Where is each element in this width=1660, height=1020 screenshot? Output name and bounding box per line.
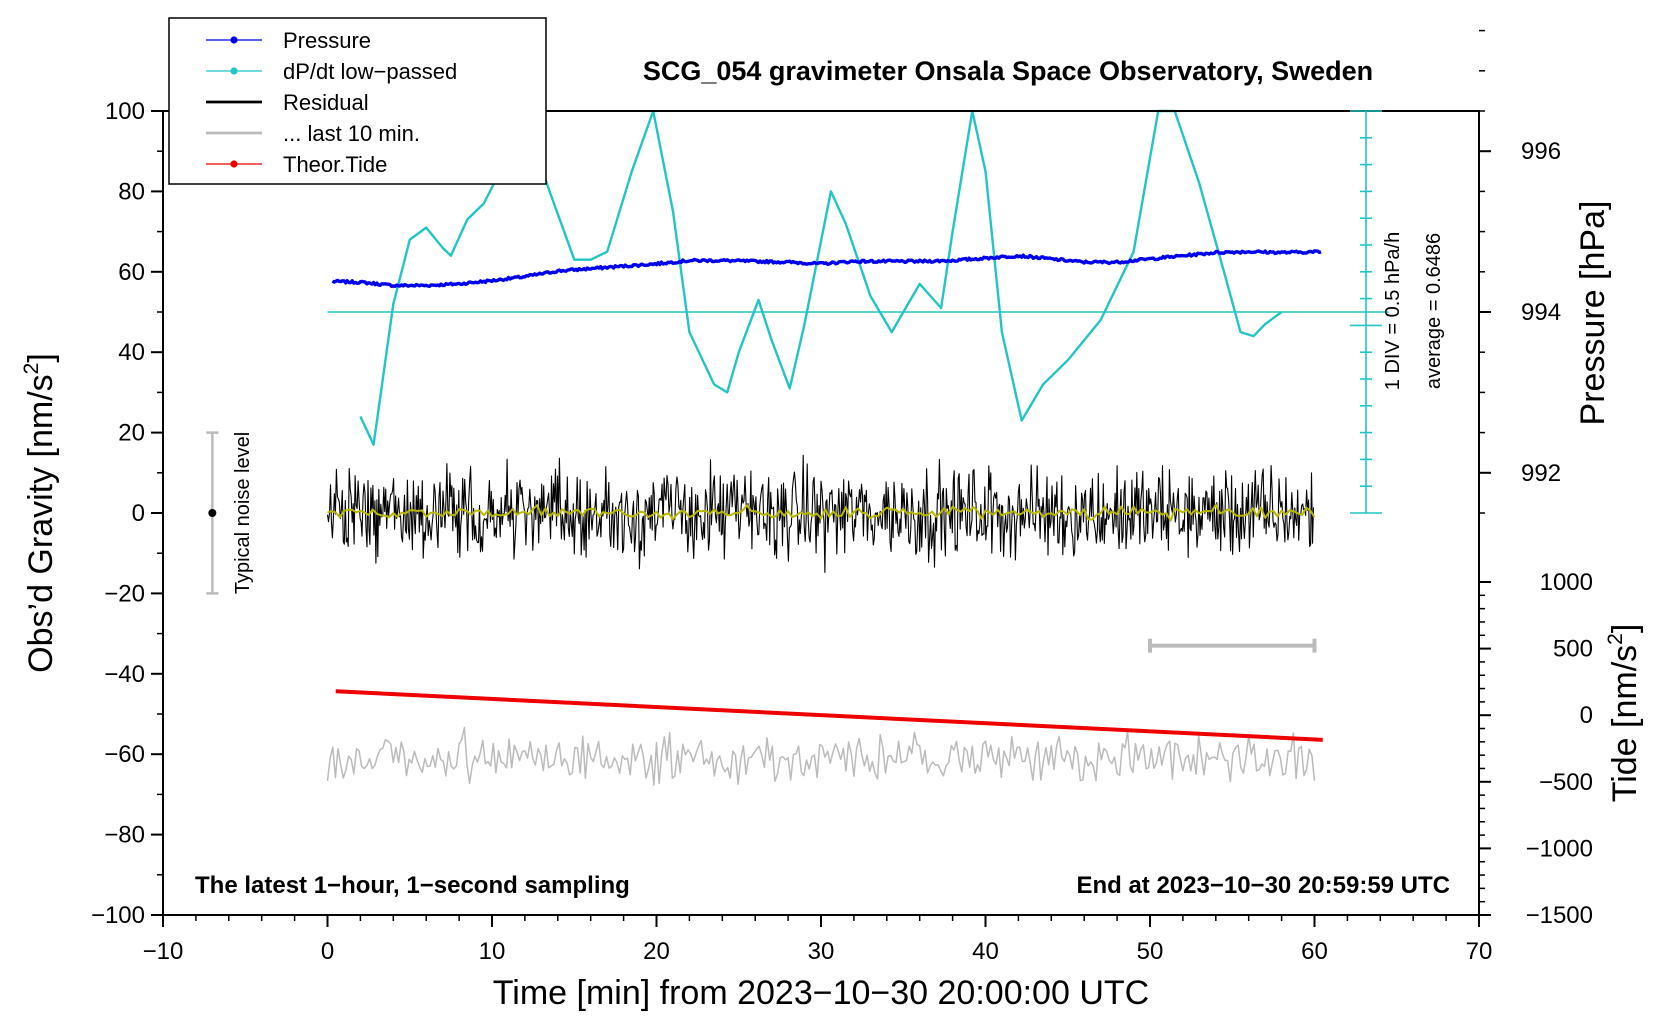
x-tick-label: 50	[1137, 938, 1164, 965]
y-tick-label: 40	[118, 339, 145, 366]
x-tick-label: 60	[1301, 938, 1328, 965]
legend-residual: Residual	[206, 90, 369, 115]
x-tick-label: 10	[479, 938, 506, 965]
noise-bar-center-dot	[208, 509, 217, 517]
tide-axis-title: Tide [nm/s2]	[1604, 624, 1644, 803]
pressure-tick-label: 992	[1521, 460, 1561, 487]
legend-marker	[230, 36, 238, 44]
tide-tick-label: 1000	[1540, 569, 1593, 596]
legend-items: Pressure dP/dt low−passed Residual ... last…	[206, 28, 457, 177]
dpdt-division-label: 1 DIV = 0.5 hPa/h	[1382, 232, 1404, 390]
legend-marker	[230, 67, 238, 75]
x-axis-title: Time [min] from 2023−10−30 20:00:00 UTC	[493, 974, 1149, 1012]
axis-layer: −10 0 10 20 30 40 50 60 70−100−80−60−40−20020406…	[91, 29, 1593, 965]
tide-line	[335, 689, 1323, 742]
series-layer	[206, 109, 1389, 786]
tide-tick-label: −1000	[1526, 835, 1593, 862]
x-tick-label: 40	[972, 938, 999, 965]
tide-axis-title-close: ]	[1606, 624, 1644, 633]
legend-label: Residual	[283, 90, 369, 115]
pressure-tick-label: 994	[1521, 299, 1561, 326]
y-tick-label: 60	[118, 259, 145, 286]
x-tick-label: −10	[143, 938, 184, 965]
legend: Pressure dP/dt low−passed Residual ... last…	[168, 17, 547, 185]
note-left: The latest 1−hour, 1−second sampling	[195, 872, 630, 899]
y-tick-label: 0	[132, 500, 145, 527]
tide-tick-label: 0	[1580, 702, 1593, 729]
y-tick-label: −100	[91, 902, 145, 929]
x-tick-label: 30	[808, 938, 835, 965]
y-axis-title-main: Obs’d Gravity [nm/s	[22, 374, 60, 673]
legend-label: ... last 10 min.	[283, 121, 420, 146]
tide-axis-title-sup: 2	[1604, 633, 1627, 645]
y-tick-label: 80	[118, 178, 145, 205]
legend-pressure: Pressure	[206, 28, 371, 53]
last10-line	[326, 726, 1316, 786]
pressure-tick-label: 996	[1521, 138, 1561, 165]
y-axis-title-sup: 2	[20, 363, 43, 375]
legend-label: Pressure	[283, 28, 371, 53]
legend-dpdt: dP/dt low−passed	[206, 59, 457, 84]
y-axis-title: Obs’d Gravity [nm/s2]	[20, 353, 60, 673]
legend-label: Theor.Tide	[283, 152, 387, 177]
chart-title: SCG_054 gravimeter Onsala Space Observat…	[643, 56, 1373, 86]
residual-line	[326, 454, 1315, 573]
y-tick-label: −20	[104, 580, 145, 607]
dpdt-line	[359, 109, 1283, 446]
note-right: End at 2023−10−30 20:59:59 UTC	[1076, 872, 1450, 899]
noise-level-bar	[206, 431, 219, 595]
legend-marker	[230, 160, 238, 168]
last10-bar	[1148, 638, 1317, 653]
pressure-line	[331, 249, 1322, 289]
tide-tick-label: 500	[1553, 636, 1593, 663]
pressure-axis-title: Pressure [hPa]	[1574, 201, 1612, 426]
y-tick-label: 100	[105, 98, 145, 125]
x-tick-label: 20	[643, 938, 670, 965]
noise-level-label: Typical noise level	[232, 432, 254, 594]
x-tick-label: 0	[321, 938, 334, 965]
dpdt-scale-axis	[1350, 110, 1382, 514]
y-tick-label: 20	[118, 420, 145, 447]
tide-axis-title-main: Tide [nm/s	[1606, 645, 1644, 802]
dpdt-average-label: average = 0.6486	[1423, 233, 1445, 389]
legend-label: dP/dt low−passed	[283, 59, 457, 84]
y-tick-label: −40	[104, 661, 145, 688]
tide-tick-label: −1500	[1526, 902, 1593, 929]
y-tick-label: −60	[104, 741, 145, 768]
x-tick-label: 70	[1466, 938, 1493, 965]
legend-tide: Theor.Tide	[206, 152, 387, 177]
tide-tick-label: −500	[1539, 769, 1593, 796]
legend-last10: ... last 10 min.	[206, 121, 420, 146]
y-axis-title-close: ]	[22, 353, 60, 362]
residual-smoothed-line	[327, 503, 1316, 522]
y-tick-label: −80	[104, 822, 145, 849]
